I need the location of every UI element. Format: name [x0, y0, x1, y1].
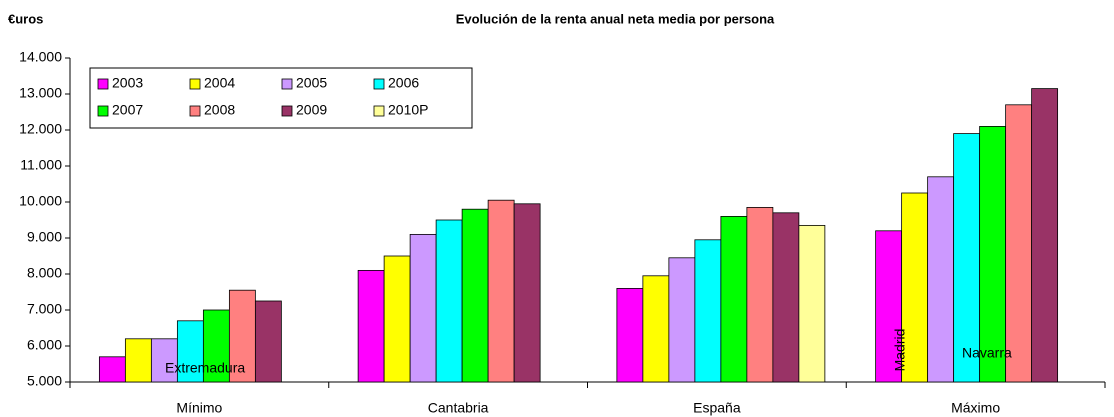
legend-swatch	[281, 105, 293, 117]
y-axis-label: €uros	[8, 11, 43, 26]
bar	[616, 287, 644, 383]
y-tick-label: 14.000	[19, 49, 62, 65]
y-tick-label: 5.000	[27, 373, 62, 389]
legend-label: 2003	[112, 75, 143, 91]
legend-label: 2007	[112, 102, 143, 118]
y-tick-label: 9.000	[27, 229, 62, 245]
y-tick-label: 8.000	[27, 265, 62, 281]
bar	[772, 212, 800, 383]
legend-swatch	[281, 78, 293, 90]
bar	[124, 338, 152, 383]
x-tick-label: Cantabria	[428, 400, 489, 416]
annotation: Navarra	[962, 345, 1012, 361]
chart-title: Evolución de la renta anual neta media p…	[456, 11, 775, 26]
bar	[1005, 104, 1033, 383]
bar	[668, 257, 696, 383]
legend-swatch	[189, 78, 201, 90]
y-tick-label: 6.000	[27, 337, 62, 353]
legend-swatch	[373, 78, 385, 90]
bar	[202, 309, 230, 383]
bar	[746, 206, 774, 383]
legend-label: 2009	[296, 102, 327, 118]
bar	[513, 203, 541, 383]
annotation: Extremadura	[165, 360, 245, 376]
y-tick-label: 7.000	[27, 301, 62, 317]
legend-swatch	[97, 78, 109, 90]
bar	[927, 176, 955, 383]
bar	[461, 208, 489, 383]
x-tick-label: Mínimo	[176, 400, 222, 416]
bar	[642, 275, 670, 383]
bar	[357, 269, 385, 383]
x-tick-label: España	[693, 400, 741, 416]
bar	[798, 224, 826, 383]
legend-label: 2006	[388, 75, 419, 91]
legend-label: 2010P	[388, 102, 428, 118]
y-tick-label: 12.000	[19, 121, 62, 137]
bar	[694, 239, 722, 383]
legend-swatch	[97, 105, 109, 117]
legend-box	[89, 67, 473, 129]
bar	[901, 192, 929, 383]
bar	[383, 255, 411, 383]
bar	[254, 300, 282, 383]
y-tick-label: 11.000	[20, 157, 62, 173]
annotation: Madrid	[892, 329, 908, 372]
legend-swatch	[373, 105, 385, 117]
bar	[720, 215, 748, 383]
bar	[150, 338, 178, 383]
legend-label: 2004	[204, 75, 235, 91]
bar	[979, 126, 1007, 383]
x-tick-label: Máximo	[951, 400, 1000, 416]
bar	[409, 233, 437, 383]
bar	[953, 133, 981, 383]
legend-swatch	[189, 105, 201, 117]
bar	[1031, 88, 1059, 383]
legend-label: 2005	[296, 75, 327, 91]
bar	[487, 199, 515, 383]
y-tick-label: 10.000	[19, 193, 62, 209]
bar	[435, 219, 463, 383]
bar	[98, 356, 126, 383]
legend-label: 2008	[204, 102, 235, 118]
y-tick-label: 13.000	[19, 85, 62, 101]
